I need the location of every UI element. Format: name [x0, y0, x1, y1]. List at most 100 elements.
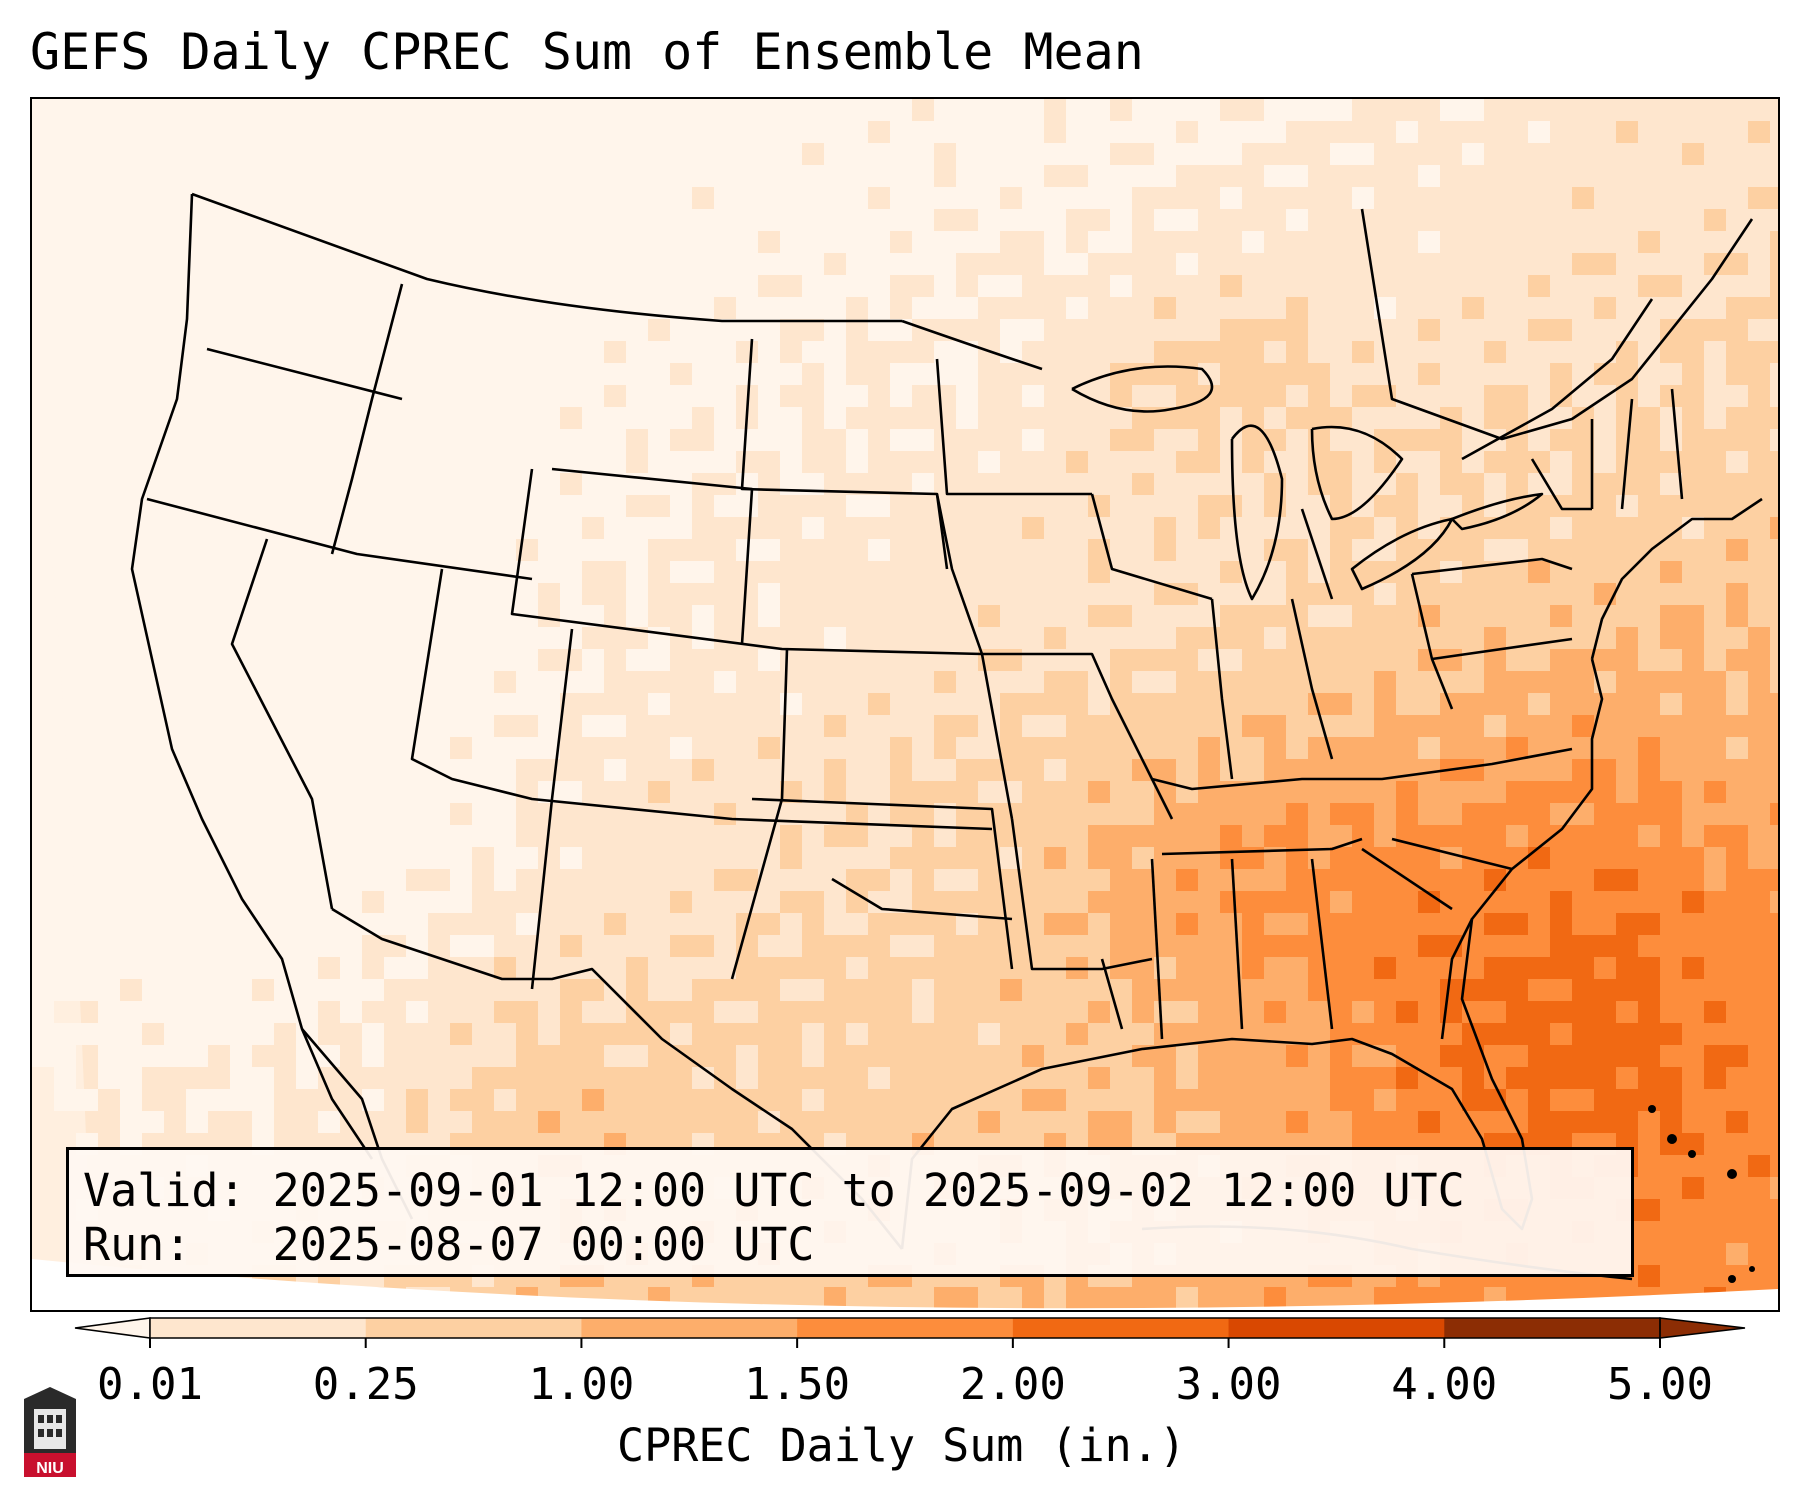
- precip-cell: [76, 231, 99, 254]
- precip-cell: [1198, 275, 1221, 298]
- precip-cell: [186, 517, 209, 540]
- precip-cell: [604, 869, 627, 892]
- precip-cell: [714, 715, 737, 738]
- precip-cell: [164, 319, 187, 342]
- precip-cell: [450, 935, 473, 958]
- precip-cell: [538, 891, 561, 914]
- precip-cell: [472, 187, 495, 210]
- precip-cell: [1506, 209, 1529, 232]
- precip-cell: [1308, 363, 1331, 386]
- precip-cell: [1748, 1155, 1771, 1178]
- precip-cell: [1770, 165, 1778, 188]
- precip-cell: [1726, 1199, 1749, 1222]
- precip-cell: [1704, 253, 1727, 276]
- precip-cell: [956, 605, 979, 628]
- precip-cell: [186, 1067, 209, 1090]
- precip-cell: [1066, 913, 1089, 936]
- precip-cell: [780, 759, 803, 782]
- precip-cell: [1176, 165, 1199, 188]
- precip-cell: [1726, 341, 1749, 364]
- precip-cell: [1330, 957, 1353, 980]
- precip-cell: [1660, 869, 1683, 892]
- precip-cell: [1000, 385, 1023, 408]
- precip-cell: [1154, 1001, 1177, 1024]
- precip-cell: [912, 605, 935, 628]
- precip-cell: [1682, 781, 1705, 804]
- precip-cell: [340, 649, 363, 672]
- precip-cell: [1682, 891, 1705, 914]
- precip-cell: [340, 825, 363, 848]
- precip-cell: [846, 319, 869, 342]
- precip-cell: [1198, 253, 1221, 276]
- precip-cell: [1616, 649, 1639, 672]
- precip-cell: [1682, 605, 1705, 628]
- precip-cell: [1022, 1045, 1045, 1068]
- precip-cell: [1682, 1155, 1705, 1178]
- precip-cell: [692, 803, 715, 826]
- precip-cell: [406, 363, 429, 386]
- precip-cell: [1638, 385, 1661, 408]
- precip-cell: [208, 891, 231, 914]
- precip-cell: [1286, 209, 1309, 232]
- precip-cell: [120, 297, 143, 320]
- precip-cell: [1220, 231, 1243, 254]
- precip-cell: [1044, 99, 1067, 122]
- precip-cell: [1418, 1023, 1441, 1046]
- precip-cell: [516, 1089, 539, 1112]
- precip-cell: [692, 869, 715, 892]
- precip-cell: [1462, 451, 1485, 474]
- precip-cell: [252, 847, 275, 870]
- precip-cell: [956, 715, 979, 738]
- precip-cell: [956, 891, 979, 914]
- precip-cell: [1308, 319, 1331, 342]
- precip-cell: [494, 1023, 517, 1046]
- precip-cell: [1264, 935, 1287, 958]
- precip-cell: [1528, 253, 1551, 276]
- precip-cell: [1000, 517, 1023, 540]
- precip-cell: [296, 957, 319, 980]
- precip-cell: [1638, 913, 1661, 936]
- precip-cell: [1176, 253, 1199, 276]
- precip-cell: [340, 1045, 363, 1068]
- precip-cell: [1066, 121, 1089, 144]
- precip-cell: [208, 275, 231, 298]
- precip-cell: [780, 627, 803, 650]
- precip-cell: [1528, 759, 1551, 782]
- precip-cell: [186, 1023, 209, 1046]
- precip-cell: [1638, 803, 1661, 826]
- precip-cell: [824, 385, 847, 408]
- precip-cell: [1330, 187, 1353, 210]
- precip-cell: [384, 737, 407, 760]
- precip-cell: [494, 825, 517, 848]
- precip-cell: [736, 803, 759, 826]
- precip-cell: [1726, 407, 1749, 430]
- precip-cell: [1374, 1089, 1397, 1112]
- precip-cell: [186, 99, 209, 122]
- precip-cell: [560, 583, 583, 606]
- precip-cell: [736, 297, 759, 320]
- precip-cell: [1088, 99, 1111, 122]
- precip-cell: [1638, 121, 1661, 144]
- precip-cell: [1484, 165, 1507, 188]
- precip-cell: [604, 319, 627, 342]
- precip-cell: [1616, 1067, 1639, 1090]
- precip-cell: [912, 517, 935, 540]
- precip-cell: [406, 385, 429, 408]
- precip-cell: [340, 407, 363, 430]
- precip-cell: [714, 99, 737, 122]
- precip-cell: [1748, 737, 1771, 760]
- precip-cell: [1066, 1089, 1089, 1112]
- precip-cell: [912, 473, 935, 496]
- precip-cell: [1000, 319, 1023, 342]
- precip-cell: [824, 187, 847, 210]
- precip-cell: [1418, 319, 1441, 342]
- precip-cell: [98, 693, 121, 716]
- precip-cell: [472, 913, 495, 936]
- precip-cell: [1484, 649, 1507, 672]
- precip-cell: [1462, 561, 1485, 584]
- precip-cell: [340, 891, 363, 914]
- precip-cell: [296, 759, 319, 782]
- precip-cell: [1286, 583, 1309, 606]
- precip-cell: [824, 847, 847, 870]
- precip-cell: [318, 121, 341, 144]
